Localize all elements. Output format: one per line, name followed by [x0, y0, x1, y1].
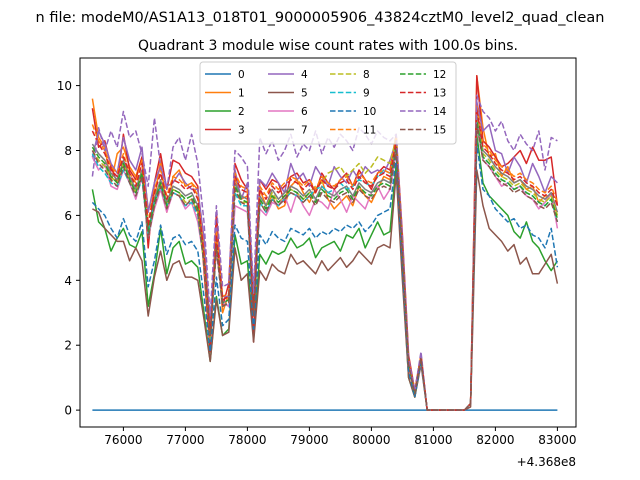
x-tick-label: 78000: [228, 433, 266, 447]
series-line-14: [91, 94, 558, 411]
legend-label-7: 7: [301, 125, 308, 137]
legend-label-0: 0: [238, 69, 245, 81]
plot-area: 76000 77000 78000 79000 80000 81000 82000 83000…: [57, 57, 577, 447]
legend-label-10: 10: [363, 106, 376, 118]
x-tick-label: 81000: [414, 433, 452, 447]
legend-label-15: 15: [433, 125, 446, 137]
series-line-10: [91, 143, 559, 411]
x-tick-label: 79000: [290, 433, 328, 447]
x-offset-label: +4.368e8: [517, 455, 576, 469]
series-line-11: [91, 104, 559, 411]
legend-box: [199, 61, 457, 145]
chart-title: Quadrant 3 module wise count rates with …: [138, 38, 518, 54]
axes-frame: [79, 57, 577, 428]
series-line-15: [91, 123, 559, 411]
legend-label-6: 6: [301, 106, 308, 118]
x-tick-label: 82000: [476, 433, 514, 447]
legend-label-1: 1: [238, 88, 245, 100]
y-tick-label: 2: [64, 339, 72, 353]
y-tick-label: 4: [64, 274, 72, 288]
y-axis: 0 2 4 6 8 10: [57, 79, 80, 418]
series-group: [91, 75, 559, 411]
legend-label-8: 8: [363, 69, 370, 81]
legend-label-14: 14: [433, 106, 447, 118]
legend-label-9: 9: [363, 88, 370, 100]
y-tick-label: 0: [64, 404, 72, 418]
series-line-13: [91, 107, 559, 411]
y-tick-label: 10: [57, 79, 72, 93]
legend-label-2: 2: [238, 106, 245, 118]
legend-label-13: 13: [433, 88, 446, 100]
x-axis: 76000 77000 78000 79000 80000 81000 82000 83000: [104, 427, 576, 447]
x-tick-label: 77000: [166, 433, 204, 447]
series-line-5: [92, 169, 559, 411]
x-tick-label: 80000: [352, 433, 390, 447]
y-tick-label: 6: [64, 209, 72, 223]
figure-suptitle: n file: modeM0/AS1A13_018T01_9000005906_…: [36, 10, 605, 26]
legend-label-3: 3: [238, 125, 245, 137]
legend-label-11: 11: [363, 125, 376, 137]
x-tick-label: 76000: [104, 433, 142, 447]
y-tick-label: 8: [64, 144, 72, 158]
legend-label-4: 4: [301, 69, 308, 81]
x-tick-label: 83000: [538, 433, 576, 447]
series-line-2: [91, 133, 559, 411]
legend-label-5: 5: [301, 88, 308, 100]
legend-label-12: 12: [433, 69, 446, 81]
